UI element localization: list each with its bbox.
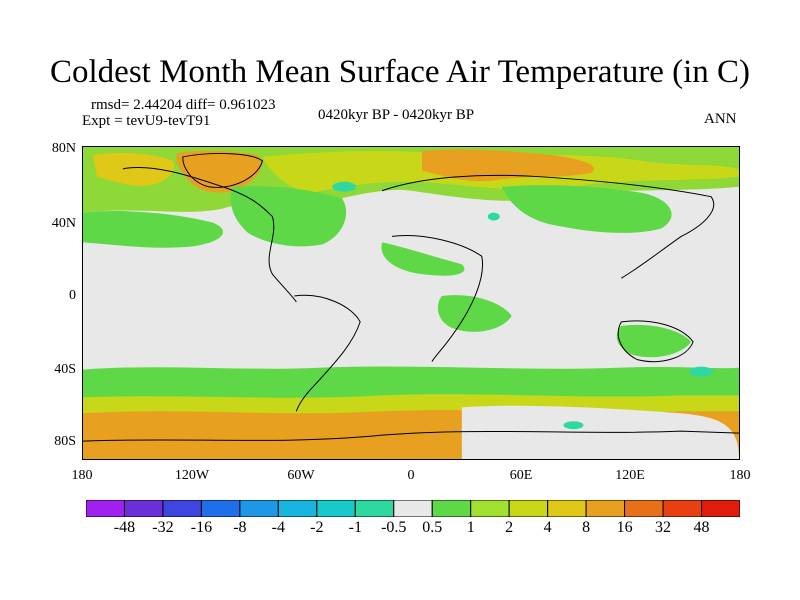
cold-patch (332, 181, 357, 192)
coastlines (83, 152, 739, 442)
colorbar-swatch (508, 500, 549, 517)
coastline-antarctica (83, 430, 739, 442)
coastline-africa (391, 235, 484, 362)
colorbar-tick-label: -2 (310, 519, 324, 536)
colorbar-tick-label: -0.5 (381, 519, 407, 536)
cold-patch (563, 421, 584, 430)
plot-title: Coldest Month Mean Surface Air Temperatu… (50, 54, 750, 90)
lon-label: 180 (71, 468, 93, 483)
australia-warm-region (616, 324, 692, 358)
stats-text: rmsd= 2.44204 diff= 0.961023 (91, 97, 276, 113)
colorbar-swatch (316, 500, 356, 517)
world-map (82, 146, 740, 460)
atlantic-warm-region (381, 242, 465, 276)
experiment-text: Expt = tevU9-tevT91 (82, 113, 211, 129)
africa-warm-region (437, 295, 512, 332)
coastline-south-america (294, 294, 361, 412)
cold-patch (487, 212, 500, 221)
colorbar (86, 500, 740, 517)
lon-label: 0 (407, 468, 415, 483)
colorbar-tick-label: -16 (190, 519, 213, 536)
period-text: 0420kyr BP - 0420kyr BP (318, 107, 475, 123)
coastline-australia (617, 320, 694, 363)
colorbar-swatch (701, 500, 740, 517)
coastline-north-america (122, 166, 297, 303)
colorbar-tick-label: 48 (693, 519, 710, 536)
colorbar-swatch (585, 500, 626, 517)
colorbar-swatch (470, 500, 510, 517)
colorbar-swatch (123, 500, 164, 517)
colorbar-swatch (624, 500, 664, 517)
colorbar-tick-label: -4 (271, 519, 286, 536)
colorbar-swatch (547, 500, 587, 517)
north-pacific-warm-region (83, 211, 223, 248)
lon-label: 120E (615, 468, 645, 483)
colorbar-swatch (162, 500, 202, 517)
colorbar-tick-label: 4 (543, 519, 552, 536)
colorbar-tick-label: 32 (655, 519, 672, 536)
colorbar-tick-label: -32 (152, 519, 174, 536)
colorbar-swatch (277, 500, 318, 517)
colorbar-tick-label: -1 (348, 519, 362, 536)
colorbar-tick-label: -48 (113, 519, 136, 536)
colorbar-tick-label: 1 (466, 519, 475, 536)
colorbar-tick-label: 16 (616, 519, 633, 536)
lat-label: 40N (51, 216, 76, 231)
coastline-eurasia (381, 174, 715, 279)
lat-label: 80N (51, 141, 76, 156)
colorbar-swatch (86, 500, 125, 517)
colorbar-swatch (239, 500, 279, 517)
lon-label: 60E (509, 468, 533, 483)
lat-label: 40S (54, 362, 76, 377)
cold-patch (689, 366, 714, 377)
lat-label: 80S (54, 434, 76, 449)
coastline-greenland (182, 152, 264, 188)
colorbar-tick-label: 2 (505, 519, 514, 536)
lat-label: 0 (69, 288, 76, 303)
colorbar-tick-label: 8 (582, 519, 591, 536)
lon-label: 120W (174, 468, 210, 483)
colorbar-swatch (354, 500, 395, 517)
lon-label: 180 (729, 468, 751, 483)
colorbar-swatch (200, 500, 241, 517)
siberia-hot-region (421, 149, 595, 182)
colorbar-tick-label: -8 (233, 519, 247, 536)
colorbar-swatch (393, 500, 433, 517)
north-america-warm-region (230, 186, 347, 247)
colorbar-swatch (662, 500, 703, 517)
season-text: ANN (704, 111, 737, 127)
colorbar-tick-label: 0.5 (422, 519, 443, 536)
colorbar-swatch (431, 500, 472, 517)
canada-hot-region (92, 152, 175, 186)
lon-label: 60W (287, 468, 315, 483)
asia-warm-region (501, 185, 672, 233)
